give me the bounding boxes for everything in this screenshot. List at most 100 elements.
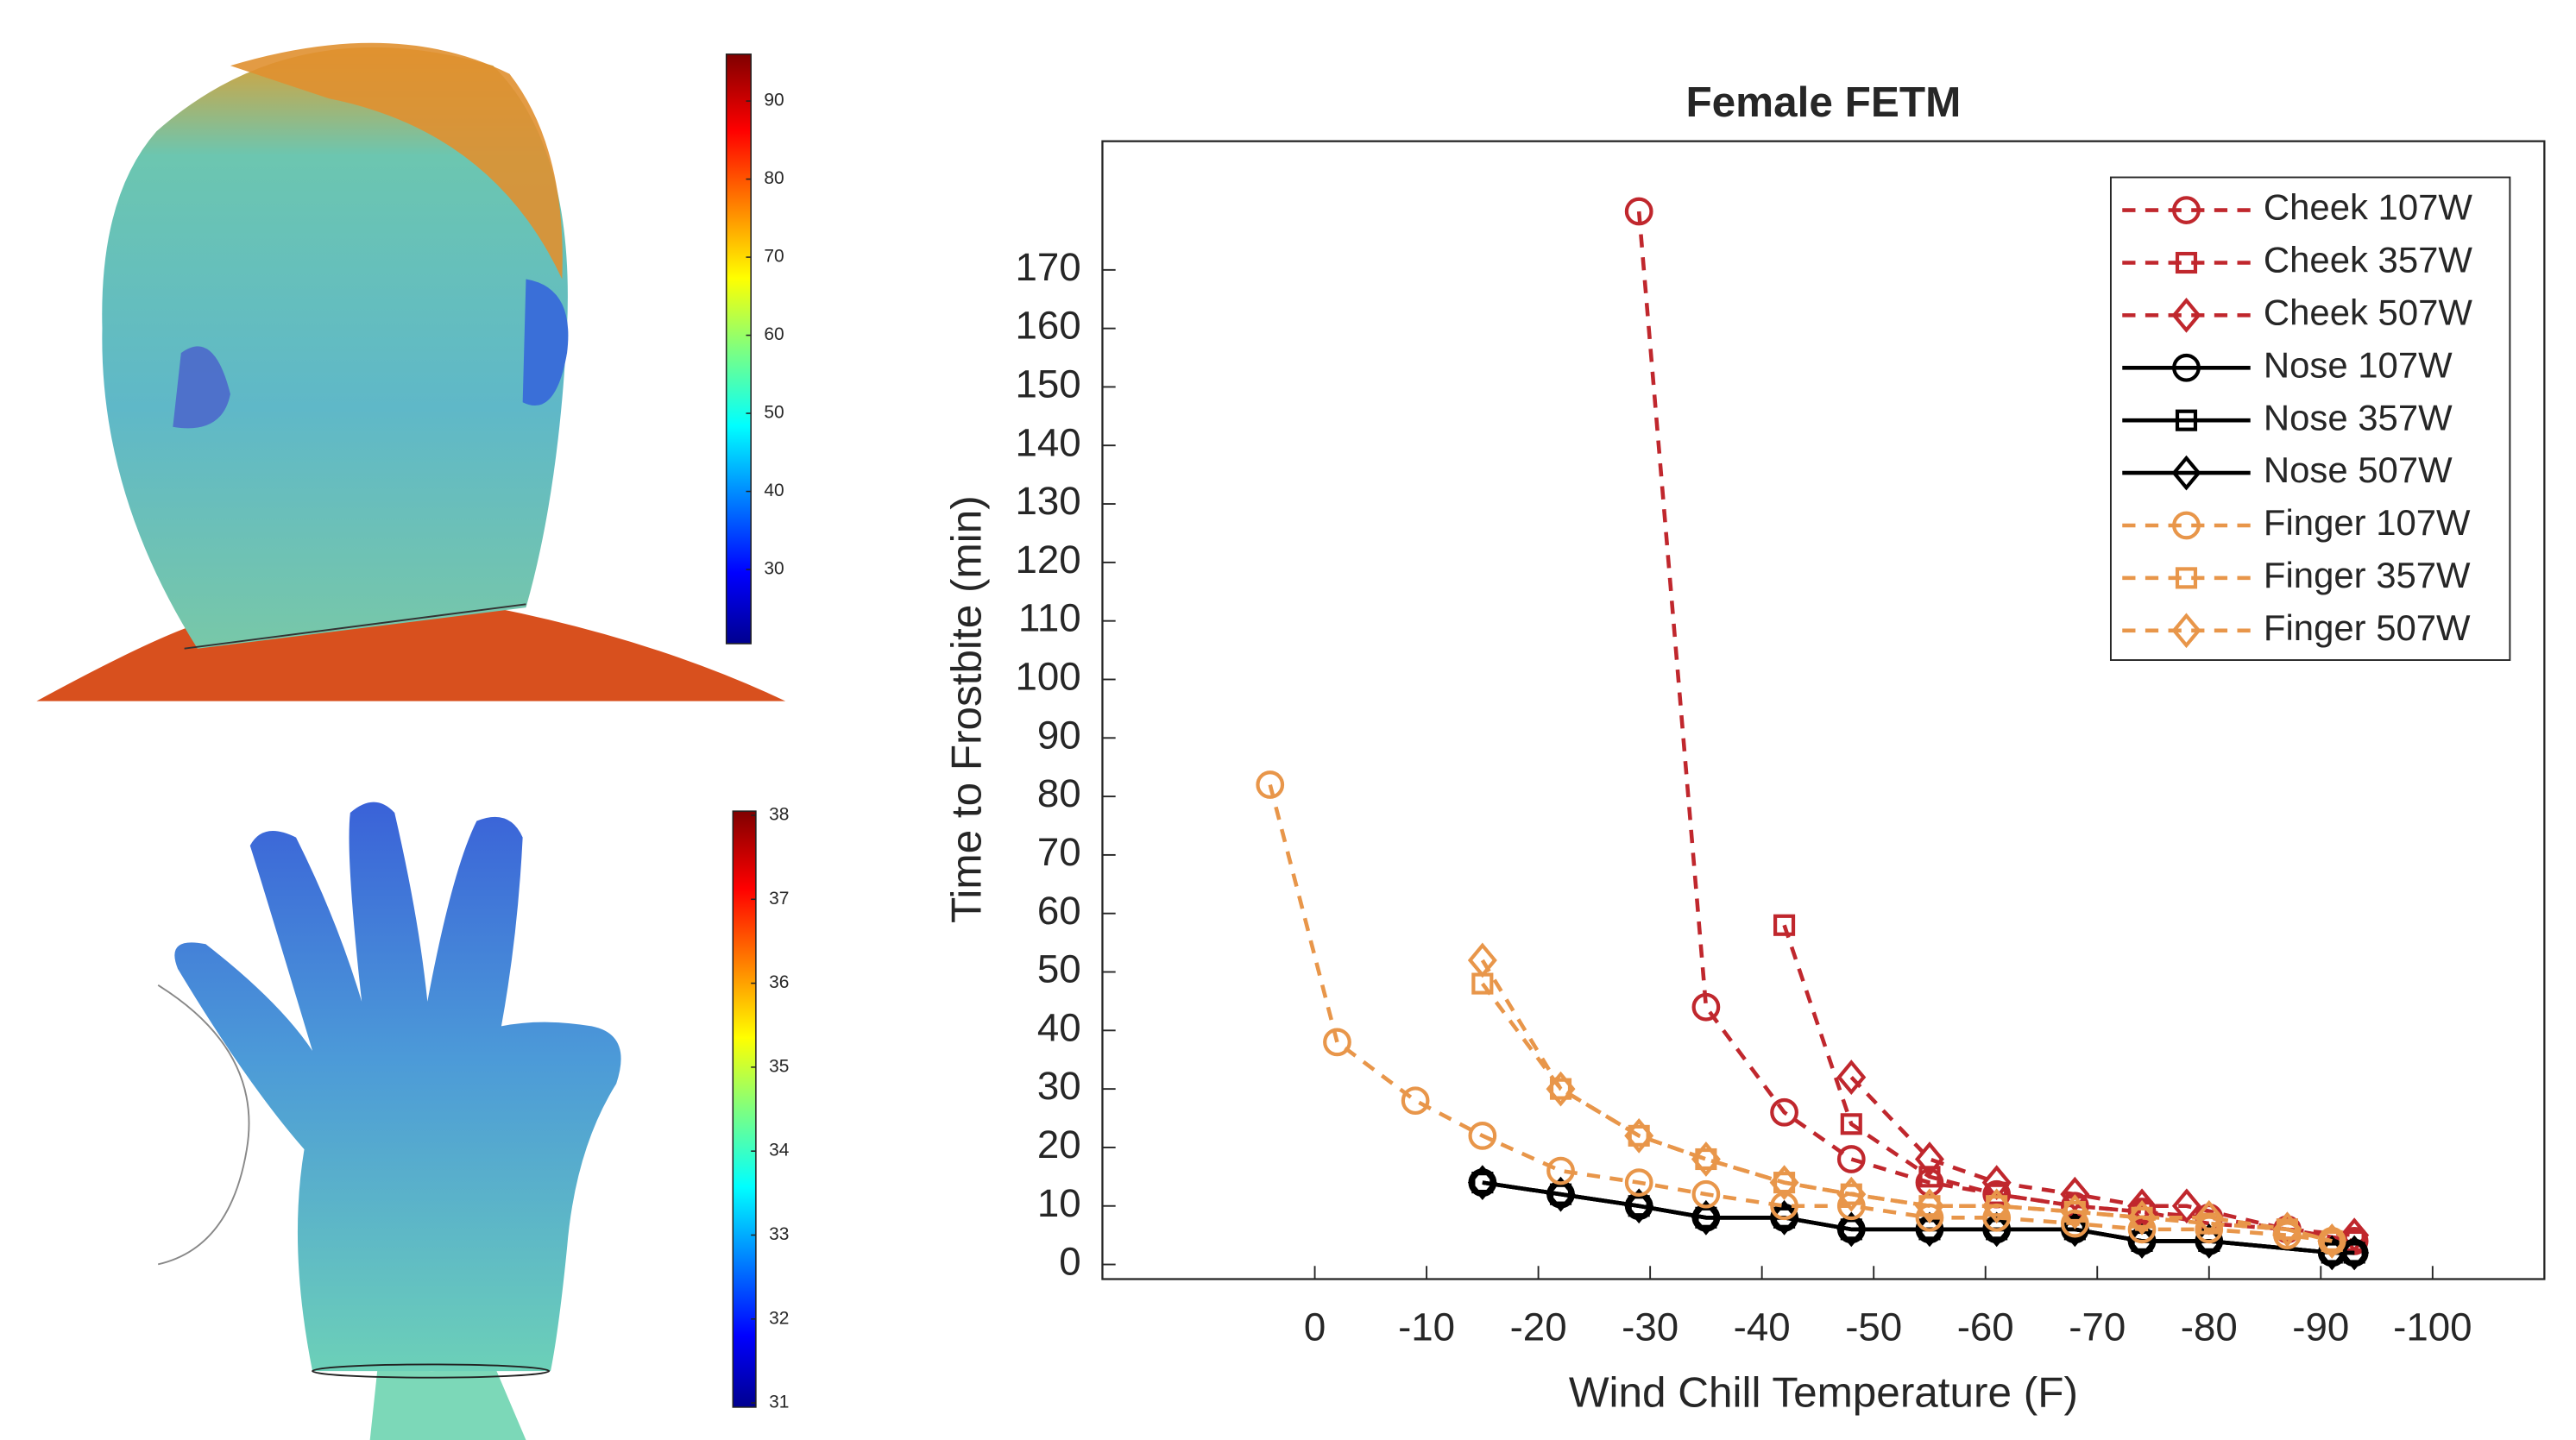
point	[1836, 1145, 1866, 1173]
legend-label: Finger 357W	[2264, 555, 2471, 595]
x-tick-label: -80	[2181, 1305, 2238, 1349]
point	[1691, 992, 1721, 1022]
point	[2127, 1215, 2157, 1244]
x-tick-label: -10	[1398, 1305, 1455, 1349]
colorbar-tick-label: 32	[769, 1308, 789, 1328]
y-tick-label: 80	[1037, 771, 1081, 815]
y-tick-label: 120	[1016, 538, 1081, 582]
point	[1914, 1188, 1944, 1224]
point	[2317, 1223, 2347, 1259]
point	[1840, 1113, 1862, 1135]
point	[1401, 1086, 1430, 1116]
point	[1836, 1176, 1867, 1212]
legend-label: Nose 107W	[2264, 344, 2453, 385]
legend-marker	[2171, 613, 2201, 649]
point	[1769, 1165, 1799, 1201]
point	[1624, 1168, 1653, 1197]
x-tick-label: -70	[2069, 1305, 2126, 1349]
line	[1268, 783, 2333, 1243]
x-tick-label: -60	[1957, 1305, 2014, 1349]
y-tick-label: 30	[1037, 1064, 1081, 1108]
point	[2340, 1235, 2370, 1271]
legend-marker	[2171, 297, 2201, 333]
colorbar	[725, 53, 752, 645]
series	[1256, 770, 2346, 1255]
y-tick-label: 150	[1016, 362, 1081, 406]
point	[1691, 1141, 1721, 1177]
y-tick-label: 160	[1016, 304, 1081, 348]
colorbar-tick-label: 37	[769, 889, 789, 909]
x-tick-label: -50	[1845, 1305, 1902, 1349]
point	[2195, 1215, 2224, 1244]
legend-marker	[2172, 511, 2201, 540]
y-tick-label: 40	[1037, 1005, 1081, 1049]
point	[1323, 1028, 1351, 1057]
colorbar-tick-label: 60	[764, 324, 784, 344]
legend-label: Cheek 107W	[2264, 187, 2472, 228]
legend-label: Nose 507W	[2264, 450, 2453, 490]
x-tick-label: -40	[1734, 1305, 1791, 1349]
point	[1546, 1156, 1575, 1185]
x-tick-label: -20	[1510, 1305, 1567, 1349]
point	[1836, 1211, 1867, 1248]
legend-marker	[2175, 409, 2198, 431]
chart-title: Female FETM	[1685, 79, 1961, 126]
point	[2273, 1221, 2302, 1250]
colorbar-tick-label: 38	[769, 805, 789, 825]
y-axis-label: Time to Frostbite (min)	[942, 495, 990, 923]
point	[1624, 197, 1653, 226]
point	[1915, 1168, 1944, 1197]
point	[1628, 1124, 1650, 1147]
y-tick-label: 50	[1037, 947, 1081, 991]
legend-label: Cheek 507W	[2264, 292, 2472, 332]
colorbar-tick-label: 33	[769, 1224, 789, 1244]
x-tick-label: -90	[2292, 1305, 2349, 1349]
colorbar-tick-label: 50	[764, 403, 784, 423]
colorbar-tick-label: 40	[764, 481, 784, 500]
legend-label: Finger 107W	[2264, 502, 2471, 543]
point	[1770, 1192, 1798, 1221]
point	[1695, 1148, 1717, 1171]
point	[2060, 1176, 2090, 1212]
colorbar-tick-label: 70	[764, 247, 784, 267]
point	[2171, 1188, 2201, 1224]
colorbar	[732, 810, 757, 1408]
y-tick-label: 90	[1037, 713, 1081, 757]
point	[2060, 1194, 2090, 1229]
point	[2276, 1218, 2299, 1241]
x-tick-label: 0	[1304, 1305, 1326, 1349]
point	[1256, 770, 1285, 799]
point	[1914, 1141, 1944, 1177]
point	[1624, 1188, 1654, 1224]
x-tick-label: -100	[2393, 1305, 2472, 1349]
point	[2127, 1188, 2157, 1224]
colorbar-tick-label: 34	[769, 1141, 790, 1160]
point	[1773, 914, 1796, 936]
point	[2194, 1199, 2224, 1236]
colorbar-tick-label: 35	[769, 1056, 789, 1076]
point	[1468, 1122, 1497, 1150]
point	[1467, 1165, 1497, 1201]
line	[1782, 924, 2355, 1243]
point	[2340, 1217, 2370, 1254]
point	[1546, 1071, 1576, 1107]
head-render	[36, 42, 786, 701]
point	[1691, 1199, 1721, 1236]
y-tick-label: 130	[1016, 479, 1081, 523]
point	[2272, 1211, 2302, 1248]
y-tick-label: 110	[1018, 596, 1081, 640]
legend-marker	[2172, 196, 2201, 224]
point	[1986, 1183, 2008, 1205]
point	[1918, 1166, 1941, 1188]
point	[1467, 942, 1497, 978]
point	[1546, 1176, 1576, 1212]
y-tick-label: 20	[1037, 1122, 1081, 1166]
colorbar-tick-label: 80	[764, 168, 784, 188]
y-tick-label: 170	[1016, 245, 1081, 289]
series	[1467, 942, 2347, 1259]
y-tick-label: 140	[1016, 420, 1081, 464]
point	[1981, 1188, 2012, 1224]
legend-marker	[2172, 353, 2201, 382]
